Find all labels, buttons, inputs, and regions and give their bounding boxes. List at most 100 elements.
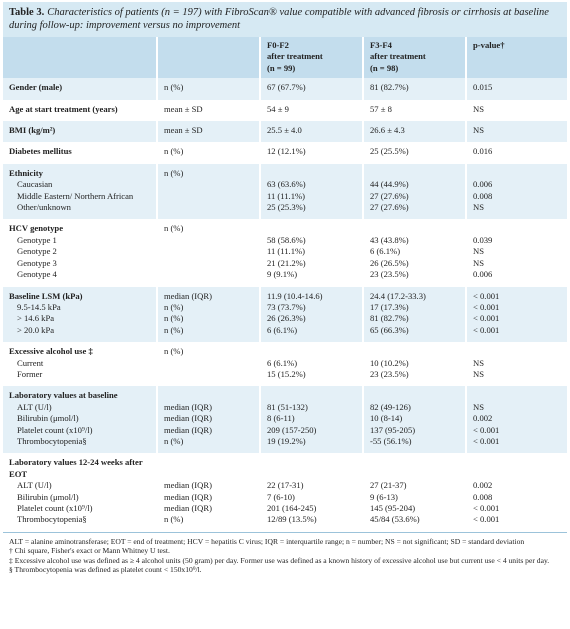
row-label: Platelet count (x10⁹/l) <box>3 424 157 436</box>
table-cell: < 0.001 <box>465 301 567 314</box>
table-cell: 9 (9.1%) <box>259 269 363 287</box>
table-cell <box>362 453 466 481</box>
header-cell: F0-F2 after treatment (n = 99) <box>259 37 363 79</box>
row-label: HCV genotype <box>9 223 64 234</box>
table-cell: mean ± SD <box>156 99 260 122</box>
header-line: after treatment <box>267 51 323 62</box>
header-cell <box>156 37 260 79</box>
table: F0-F2 after treatment (n = 99) F3-F4 after t… <box>3 37 567 532</box>
header-line: after treatment <box>370 51 426 62</box>
header-line: p-value† <box>473 40 505 50</box>
table-cell: 12 (12.1%) <box>259 142 363 164</box>
table-cell: 7 (6-10) <box>259 491 363 503</box>
row-label: Current <box>17 357 44 368</box>
table-cell <box>465 163 567 180</box>
table-cell: 0.015 <box>465 78 567 100</box>
table-cell <box>465 342 567 358</box>
table-cell: median (IQR) <box>156 286 260 302</box>
table-cell <box>259 453 363 481</box>
row-label: Former <box>17 368 43 379</box>
table-row: Platelet count (x10⁹/l) median (IQR) 201 (… <box>3 503 567 515</box>
table-cell: median (IQR) <box>156 424 260 436</box>
row-label: > 20.0 kPa <box>3 324 157 343</box>
table-row: BMI (kg/m²) mean ± SD 25.5 ± 4.0 26.6 ± 4.3… <box>3 121 567 143</box>
table-cell <box>156 202 260 220</box>
table-cell: 11.9 (10.4-14.6) <box>259 286 363 302</box>
table-row: > 14.6 kPa n (%) 26 (26.3%) 81 (82.7%) < 0.0… <box>3 313 567 325</box>
table-cell <box>362 163 466 180</box>
table-cell <box>465 386 567 402</box>
row-label: Genotype 2 <box>17 246 57 257</box>
row-label: Laboratory values 12-24 weeks after EOT <box>9 457 143 479</box>
table-cell: 81 (82.7%) <box>362 313 466 325</box>
table-cell: 81 (82.7%) <box>362 78 466 100</box>
table-cell: mean ± SD <box>156 121 260 143</box>
row-label: Bilirubin (μmol/l) <box>3 413 157 425</box>
table-cell: n (%) <box>156 142 260 164</box>
footnote: † Chi square, Fisher's exact or Mann Whi… <box>9 546 170 556</box>
header-line: (n = 99) <box>267 62 296 73</box>
header-cell <box>3 37 157 79</box>
table-cell: 25.5 ± 4.0 <box>259 121 363 143</box>
table-cell: 25 (25.5%) <box>362 142 466 164</box>
table-row: Gender (male) n (%) 67 (67.7%) 81 (82.7%) 0.… <box>3 78 567 100</box>
table-cell: < 0.001 <box>465 503 567 515</box>
row-label: Age at start treatment (years) <box>9 103 118 114</box>
table-cell: 26.6 ± 4.3 <box>362 121 466 143</box>
table-row: Ethnicity n (%) <box>3 163 567 180</box>
table-cell <box>156 357 260 369</box>
table-row: 9.5-14.5 kPa n (%) 73 (73.7%) 17 (17.3%) < 0… <box>3 301 567 314</box>
table-cell: 0.006 <box>465 269 567 287</box>
table-cell: 43 (43.8%) <box>362 234 466 247</box>
table-cell: 0.039 <box>465 234 567 247</box>
table-cell: 10 (10.2%) <box>362 357 466 369</box>
row-label: Baseline LSM (kPa) <box>3 286 157 302</box>
table-row: Genotype 2 11 (11.1%) 6 (6.1%) NS <box>3 246 567 258</box>
row-label: Excessive alcohol use ‡ <box>9 346 93 357</box>
table-cell: NS <box>465 257 567 270</box>
table-row: > 20.0 kPa n (%) 6 (6.1%) 65 (66.3%) < 0.001 <box>3 324 567 343</box>
table-title: Table 3. Characteristics of patients (n =… <box>3 2 567 37</box>
header-cell: p-value† <box>465 37 567 79</box>
table-cell <box>156 234 260 247</box>
table-cell: 44 (44.9%) <box>362 179 466 191</box>
table-cell <box>156 257 260 270</box>
table-cell <box>156 453 260 481</box>
table-row: Other/unknown 25 (25.3%) 27 (27.6%) NS <box>3 202 567 220</box>
table-cell: 6 (6.1%) <box>362 246 466 258</box>
table-row: Thrombocytopenia§ n (%) 12/89 (13.5%) 45/84… <box>3 514 567 532</box>
row-label: > 14.6 kPa <box>3 313 157 325</box>
table-cell: 67 (67.7%) <box>259 78 363 100</box>
table-cell: 137 (95-205) <box>362 424 466 436</box>
row-label: Thrombocytopenia§ <box>17 514 87 525</box>
table-cell: NS <box>465 202 567 220</box>
table-cell: 11 (11.1%) <box>259 246 363 258</box>
row-label: 9.5-14.5 kPa <box>3 301 157 314</box>
table-cell: NS <box>465 368 567 387</box>
row-label: Diabetes mellitus <box>9 146 72 157</box>
table-row: ALT (U/l) median (IQR) 81 (51-132) 82 (49-1… <box>3 401 567 414</box>
table-cell: 63 (63.6%) <box>259 179 363 191</box>
table-cell <box>259 163 363 180</box>
table-row: Current 6 (6.1%) 10 (10.2%) NS <box>3 357 567 369</box>
footnote: § Thrombocytopenia was defined as platel… <box>9 565 202 575</box>
table-cell: n (%) <box>156 78 260 100</box>
table-cell <box>156 386 260 402</box>
table-cell: 23 (23.5%) <box>362 269 466 287</box>
table-cell: 54 ± 9 <box>259 99 363 122</box>
table-cell: 73 (73.7%) <box>259 301 363 314</box>
table-cell: 17 (17.3%) <box>362 301 466 314</box>
table-row: Platelet count (x10⁹/l) median (IQR) 209 (… <box>3 424 567 436</box>
table-cell: n (%) <box>156 435 260 454</box>
table-cell: median (IQR) <box>156 480 260 492</box>
table-cell: 27 (21-37) <box>362 480 466 492</box>
row-label: ALT (U/l) <box>17 480 52 491</box>
table-cell: NS <box>465 99 567 122</box>
row-label: Laboratory values at baseline <box>3 386 157 402</box>
footnotes: ALT = alanine aminotransferase; EOT = en… <box>3 531 567 575</box>
table-cell: 209 (157-250) <box>259 424 363 436</box>
table-cell: 15 (15.2%) <box>259 368 363 387</box>
table-row: Bilirubin (μmol/l) median (IQR) 7 (6-10) 9 … <box>3 491 567 503</box>
row-group: Diabetes mellitus n (%) 12 (12.1%) 25 (25.5… <box>3 142 567 164</box>
